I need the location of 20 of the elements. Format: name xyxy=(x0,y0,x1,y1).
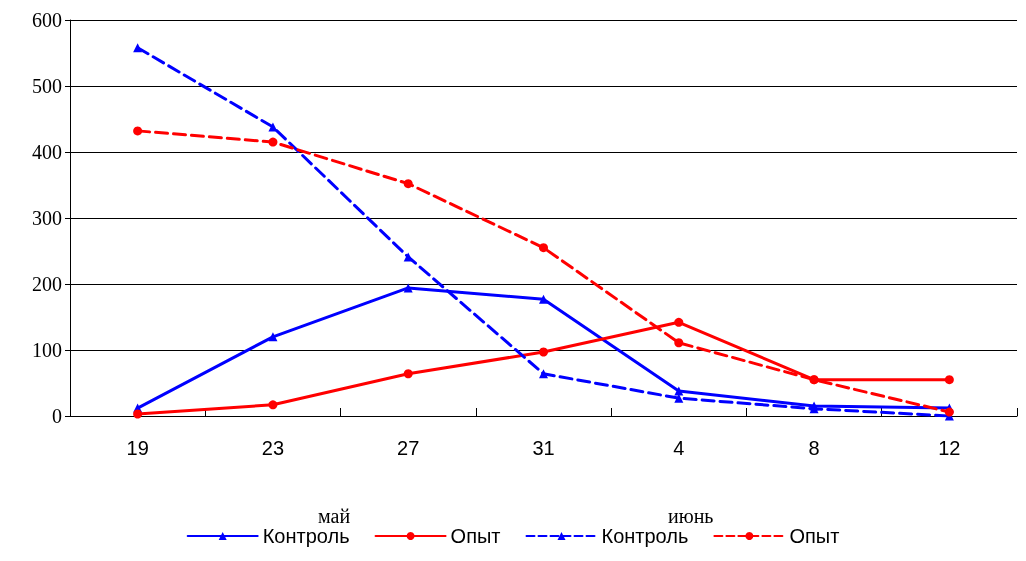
x-tick-label: 31 xyxy=(532,437,555,459)
x-tick-label: 19 xyxy=(126,437,149,459)
x-tick-label: 12 xyxy=(938,437,961,459)
x-tick-label: 4 xyxy=(673,437,685,459)
x-tick-label: 23 xyxy=(261,437,285,459)
legend-label: Опыт xyxy=(789,525,840,547)
legend-label: Контроль xyxy=(262,525,350,547)
x-tick-label: 8 xyxy=(808,437,820,459)
y-tick-label: 0 xyxy=(52,405,62,427)
y-tick-label: 200 xyxy=(32,273,62,295)
legend-label: Контроль xyxy=(601,525,689,547)
y-tick-label: 600 xyxy=(32,9,62,31)
x-tick-label: 27 xyxy=(397,437,420,459)
y-tick-label: 400 xyxy=(32,141,62,163)
y-tick-label: 100 xyxy=(32,339,62,361)
y-tick-label: 300 xyxy=(32,207,62,229)
text: май xyxy=(318,505,351,527)
y-tick-label: 500 xyxy=(32,75,62,97)
text: июнь xyxy=(668,505,714,527)
legend-label: Опыт xyxy=(450,525,501,547)
